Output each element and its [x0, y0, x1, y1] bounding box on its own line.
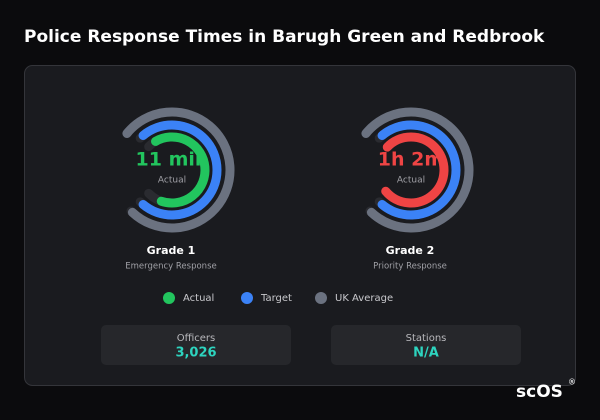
grade: Grade 1: [147, 244, 196, 257]
ring-arc: [361, 107, 474, 233]
stat-box: [331, 325, 521, 365]
grade: Grade 2: [386, 244, 435, 257]
grade-subtitle: Priority Response: [373, 262, 447, 272]
legend-dot: [315, 292, 327, 304]
ring-arc: [151, 132, 210, 208]
ring-arc: [381, 132, 449, 208]
stat-value: N/A: [413, 346, 439, 361]
title: Police Response Times in Barugh Green an…: [24, 27, 545, 47]
legend-dot: [241, 292, 253, 304]
stat-label: Stations: [406, 333, 447, 344]
logo-mark: ®: [568, 378, 576, 387]
legend-label: Target: [260, 293, 292, 304]
actual-caption: Actual: [158, 176, 186, 186]
actual-caption: Actual: [397, 176, 425, 186]
legend-dot: [163, 292, 175, 304]
ring-arc: [138, 120, 222, 220]
ring-arc: [377, 120, 461, 220]
logo: scOS: [516, 382, 563, 402]
legend-label: Actual: [183, 293, 214, 304]
stat-value: 3,026: [175, 346, 216, 361]
actual-value: 1h 2m: [378, 149, 444, 171]
ring-arc: [122, 107, 235, 233]
stat-label: Officers: [177, 333, 216, 344]
actual-value: 11 min: [136, 149, 209, 171]
stat-box: [101, 325, 291, 365]
grade-subtitle: Emergency Response: [125, 262, 216, 272]
legend-label: UK Average: [335, 293, 393, 304]
